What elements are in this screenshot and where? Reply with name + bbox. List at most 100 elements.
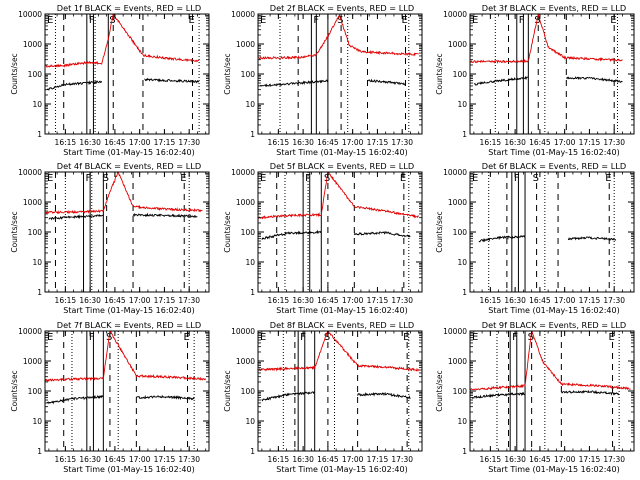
panel-title: Det 2f BLACK = Events, RED = LLD: [270, 3, 414, 13]
y-tick-label: 1000: [448, 198, 467, 207]
y-tick-label: 1000: [236, 198, 255, 207]
plot-frame: [257, 330, 423, 452]
y-tick-label: 10: [457, 417, 467, 426]
y-axis-label: Counts/sec: [435, 53, 444, 94]
x-tick-label: 17:30: [603, 296, 625, 305]
y-tick-label: 10: [32, 100, 42, 109]
x-tick-label: 16:45: [317, 296, 339, 305]
region-label: E: [403, 332, 409, 343]
y-tick-label: 100: [241, 228, 256, 237]
x-tick-label: 17:15: [579, 296, 601, 305]
x-tick-label: 17:30: [603, 455, 625, 464]
region-label: F: [305, 173, 311, 184]
x-axis-label: Start Time (01-May-15 16:02:40): [276, 465, 407, 474]
series-line: [258, 14, 419, 60]
region-label: S: [533, 173, 539, 184]
x-tick-label: 16:15: [55, 455, 77, 464]
y-tick-label: 10: [245, 417, 255, 426]
region-label: F: [514, 173, 520, 184]
x-axis-label: Start Time (01-May-15 16:02:40): [63, 465, 194, 474]
series-line: [470, 14, 623, 65]
region-label: F: [89, 15, 95, 26]
x-axis-label: Start Time (01-May-15 16:02:40): [276, 148, 407, 157]
plot-frame: [469, 13, 635, 135]
region-label: E: [47, 173, 53, 184]
y-tick-label: 10000: [18, 10, 42, 19]
x-tick-label: 16:15: [268, 455, 290, 464]
x-tick-label: 17:15: [367, 296, 389, 305]
y-tick-label: 100: [453, 228, 468, 237]
y-tick-label: 1000: [236, 40, 255, 49]
x-tick-label: 17:15: [579, 455, 601, 464]
series-line: [357, 391, 411, 400]
y-tick-label: 10: [245, 258, 255, 267]
y-axis-label: Counts/sec: [223, 211, 232, 252]
series-line: [45, 14, 200, 68]
x-tick-label: 17:00: [554, 296, 576, 305]
series-line: [471, 391, 526, 399]
region-label: F: [519, 15, 525, 26]
series-line: [46, 79, 103, 91]
x-tick-label: 17:30: [603, 138, 625, 147]
region-label: E: [400, 173, 406, 184]
detector-panel: Det 2f BLACK = Events, RED = LLD E F S E 1 10 1…: [223, 3, 423, 157]
y-tick-label: 1: [462, 288, 467, 297]
y-tick-label: 10: [457, 258, 467, 267]
x-tick-label: 17:00: [342, 455, 364, 464]
panel-title: Det 9f BLACK = Events, RED = LLD: [482, 320, 626, 330]
y-tick-label: 10000: [231, 10, 255, 19]
y-tick-label: 10000: [231, 327, 255, 336]
x-tick-label: 17:00: [554, 138, 576, 147]
y-tick-label: 10: [457, 100, 467, 109]
x-tick-label: 16:30: [292, 138, 314, 147]
y-axis-label: Counts/sec: [10, 211, 19, 252]
y-axis-label: Counts/sec: [10, 370, 19, 411]
x-axis-label: Start Time (01-May-15 16:02:40): [63, 306, 194, 315]
series-line: [259, 79, 329, 88]
region-label: F: [512, 332, 518, 343]
series-line: [566, 76, 623, 84]
x-tick-label: 16:30: [79, 138, 101, 147]
region-label: E: [401, 15, 407, 26]
x-tick-label: 16:15: [268, 296, 290, 305]
y-axis-label: Counts/sec: [435, 370, 444, 411]
y-tick-label: 10000: [18, 327, 42, 336]
x-tick-label: 16:15: [480, 296, 502, 305]
detector-panel: Det 4f BLACK = Events, RED = LLD E F S E 1 10 1…: [10, 161, 210, 315]
x-tick-label: 17:15: [579, 138, 601, 147]
region-label: F: [89, 332, 95, 343]
plot-frame: [257, 171, 423, 293]
detector-panel: Det 8f BLACK = Events, RED = LLD E F S E 1 10 1…: [223, 320, 423, 474]
x-axis-label: Start Time (01-May-15 16:02:40): [63, 148, 194, 157]
x-tick-label: 17:00: [342, 138, 364, 147]
region-label: E: [184, 332, 190, 343]
x-axis-label: Start Time (01-May-15 16:02:40): [488, 465, 619, 474]
x-tick-label: 16:30: [292, 455, 314, 464]
x-tick-label: 17:15: [154, 296, 176, 305]
x-tick-label: 17:00: [342, 296, 364, 305]
y-tick-label: 1000: [236, 357, 255, 366]
region-label: E: [47, 332, 53, 343]
x-tick-label: 17:00: [129, 138, 151, 147]
y-tick-label: 1000: [23, 198, 42, 207]
x-tick-label: 16:15: [55, 138, 77, 147]
series-line: [144, 77, 200, 84]
region-label: E: [472, 15, 478, 26]
panel-title: Det 8f BLACK = Events, RED = LLD: [270, 320, 414, 330]
region-label: E: [188, 15, 194, 26]
x-tick-label: 17:15: [154, 138, 176, 147]
x-tick-label: 17:30: [178, 455, 200, 464]
region-label: E: [472, 332, 478, 343]
y-tick-label: 1: [37, 288, 42, 297]
y-axis-label: Counts/sec: [223, 53, 232, 94]
series-line: [258, 331, 420, 372]
region-label: E: [260, 173, 266, 184]
y-tick-label: 1: [250, 447, 255, 456]
y-tick-label: 1000: [23, 40, 42, 49]
series-line: [48, 213, 104, 221]
x-tick-label: 16:45: [317, 138, 339, 147]
x-tick-label: 16:45: [104, 296, 126, 305]
panel-title: Det 1f BLACK = Events, RED = LLD: [57, 3, 201, 13]
x-tick-label: 17:30: [178, 138, 200, 147]
